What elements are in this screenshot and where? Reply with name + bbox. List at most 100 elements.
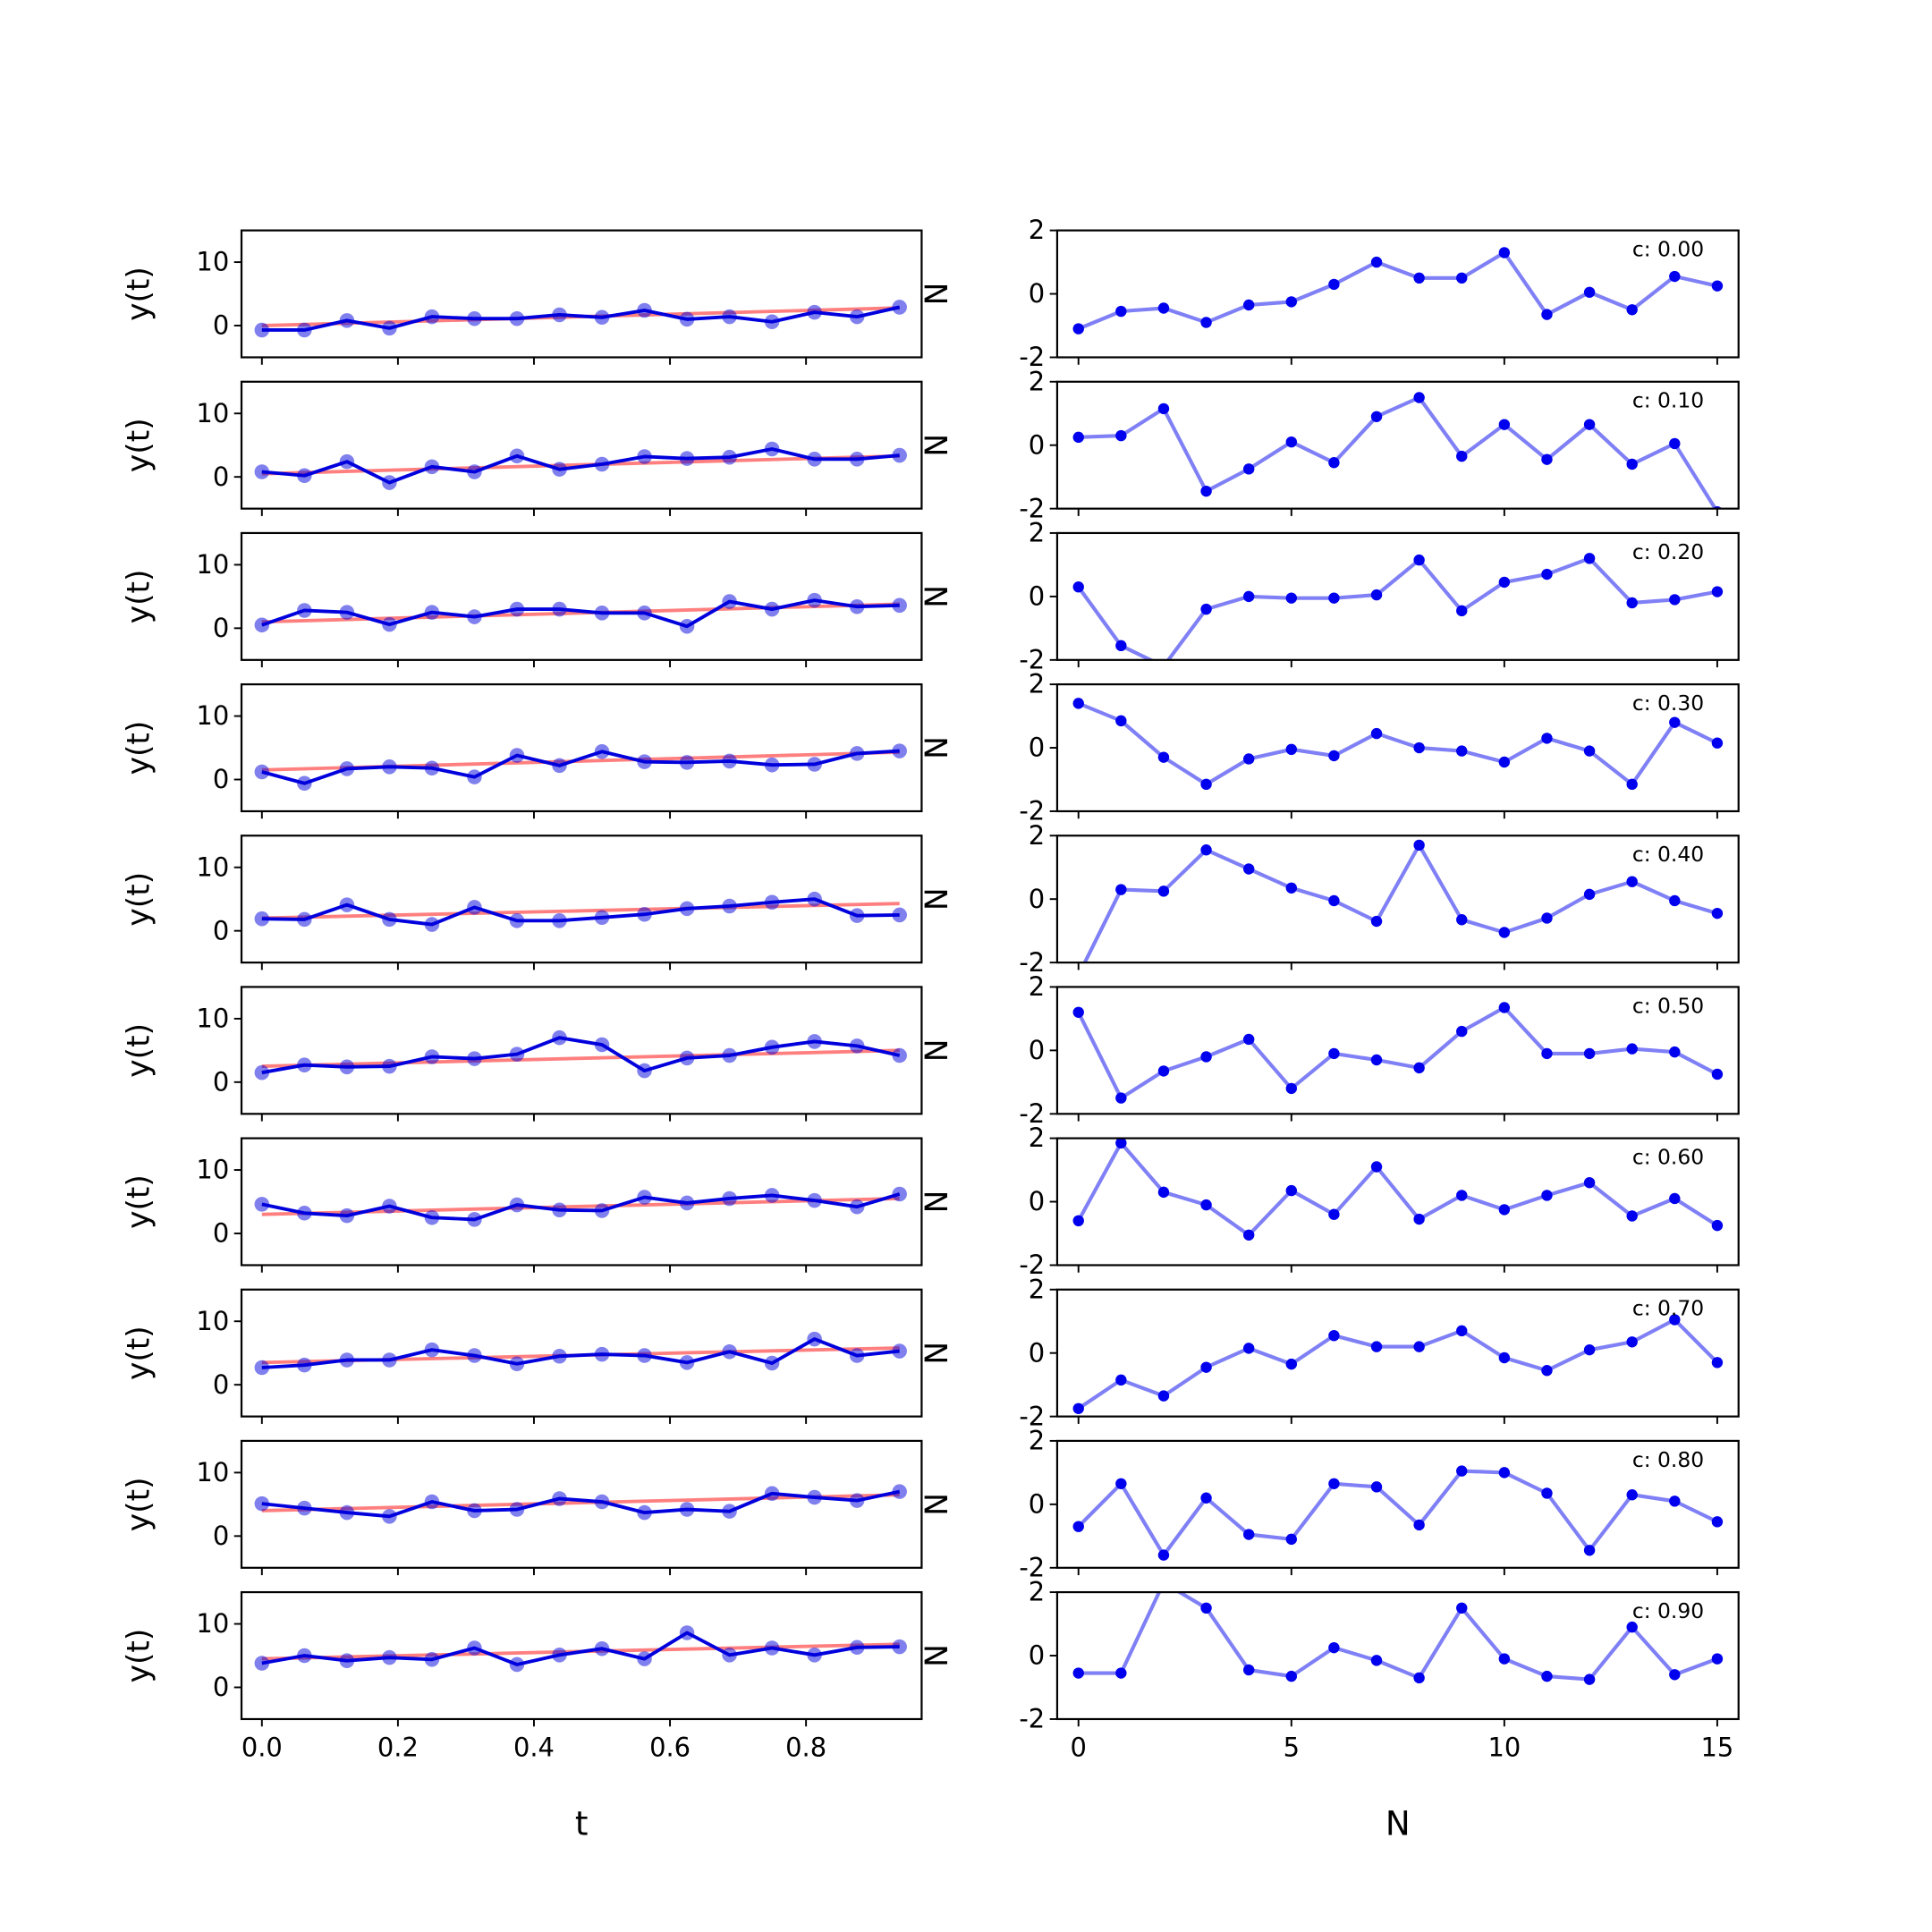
axes-frame [240,229,923,359]
y-tick-label: 2 [1029,1426,1045,1456]
marker [1541,453,1553,465]
marker [1541,309,1553,320]
marker [1242,1343,1255,1354]
plot-area [1072,1138,1724,1241]
marker [1541,912,1553,924]
series-line [1077,250,1718,331]
y-tick-label: 2 [1029,518,1045,548]
marker [1711,280,1724,292]
marker [1583,1545,1596,1556]
y-tick-label: 10 [196,1457,229,1487]
marker [1498,1352,1511,1364]
annotation: c: 0.70 [1632,1296,1704,1321]
series-line [1076,1140,1719,1237]
y-tick-label: 10 [196,398,229,428]
annotation: c: 0.60 [1632,1145,1704,1170]
marker [1157,1186,1170,1199]
marker [1711,586,1724,597]
y-tick-label: 0 [1029,1035,1045,1065]
annotation: c: 0.30 [1632,691,1704,716]
y-tick-label: 2 [1029,1577,1045,1607]
series-line [261,1036,901,1075]
series-line [1077,1469,1718,1557]
y-axis-label: y(t) [122,1477,157,1531]
marker [1541,1047,1553,1060]
series-line [261,305,901,332]
y-axis-label: N [919,434,955,457]
plot-area [254,1331,907,1376]
y-tick-label: 2 [1029,820,1045,851]
marker [1200,778,1212,791]
annotation: c: 0.20 [1632,539,1704,564]
marker [1157,886,1170,897]
y-axis-label: N [919,1342,955,1365]
marker [1115,1138,1127,1149]
y-tick-label: 0 [213,764,229,794]
marker [1583,286,1596,298]
plot-area [1072,247,1724,335]
marker [1157,1390,1170,1402]
y-tick-label: 2 [1029,971,1045,1002]
axes-background [1056,1289,1739,1417]
y-axis-label: N [919,1191,955,1214]
plot-area [254,1484,907,1524]
marker [1583,888,1596,901]
y-tick-label: 10 [196,700,229,731]
x-tick-label: 15 [1701,1732,1734,1762]
axes-background [1056,230,1739,358]
marker [1498,419,1511,430]
marker [1541,568,1553,580]
marker [1285,1533,1298,1546]
y-tick-label: 0 [1029,581,1045,612]
y-tick-label: -2 [1019,947,1045,978]
marker [1115,1374,1127,1386]
marker [1115,884,1127,895]
y-tick-label: 0 [1029,429,1045,460]
y-axis-label: y(t) [122,721,157,775]
marker [1669,1669,1681,1681]
y-tick-label: 0 [1029,1488,1045,1519]
marker [1285,1670,1298,1682]
series-line [1078,1592,1718,1682]
plot-area [1082,839,1724,963]
marker [1413,392,1425,403]
marker [1541,1487,1553,1499]
marker [1456,1025,1468,1038]
y-axis-label: y(t) [122,1629,157,1683]
marker [1413,554,1425,566]
y-tick-label: 10 [196,1155,229,1185]
marker [1115,1092,1127,1104]
marker [1583,1177,1596,1189]
marker [1328,1047,1340,1060]
y-axis-label: N [919,887,955,911]
marker [1626,876,1638,887]
marker [1711,1357,1724,1368]
y-tick-label: -2 [1019,796,1045,826]
marker [1370,589,1383,601]
annotation: c: 0.00 [1632,237,1704,262]
marker [1115,1478,1127,1489]
marker [1413,1519,1425,1531]
x-tick-label: 0 [1071,1732,1087,1762]
series-line [261,749,900,785]
marker [1413,1213,1425,1225]
series-line [1076,1005,1718,1100]
marker [1200,317,1212,328]
y-tick-label: 0 [213,1218,229,1249]
marker [1115,1667,1127,1679]
x-tick-label: 0.2 [377,1732,419,1762]
plot-area [254,891,907,932]
annotation: c: 0.90 [1632,1598,1704,1623]
marker [1456,272,1468,284]
marker [1413,272,1425,284]
marker [1158,661,1169,672]
y-tick-label: 0 [213,462,229,492]
marker [1200,1361,1212,1373]
marker [1200,1602,1212,1614]
marker [1669,716,1681,728]
y-tick-label: 10 [196,1306,229,1336]
marker [1157,402,1170,415]
marker [1626,1336,1638,1348]
marker [1413,1062,1425,1074]
marker [1115,305,1127,318]
